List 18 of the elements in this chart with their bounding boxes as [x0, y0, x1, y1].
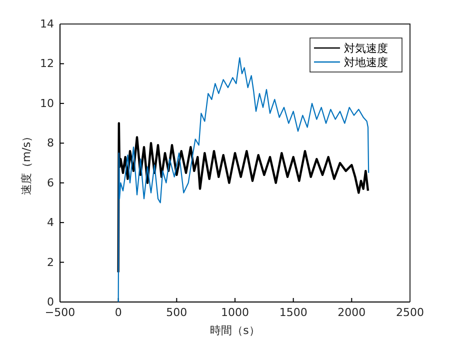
y-tick-label: 14: [40, 18, 54, 31]
y-tick-label: 4: [47, 216, 54, 230]
y-tick-label: 6: [47, 176, 54, 190]
y-tick-label: 10: [40, 96, 54, 110]
line-series: [117, 122, 370, 274]
x-tick-label: 1500: [279, 306, 308, 319]
x-tick-label: 0: [114, 306, 122, 319]
x-axis-title: 時間（s）: [210, 324, 260, 337]
x-tick-label: 500: [166, 306, 188, 319]
y-tick-label: 12: [40, 57, 54, 70]
x-tick-label: 2500: [396, 306, 424, 319]
y-tick-label: 2: [47, 256, 54, 269]
legend-label: 対地速度: [344, 56, 388, 69]
y-tick-label: 8: [47, 136, 54, 150]
x-tick-label: 1000: [221, 306, 249, 319]
legend-label: 対気速度: [344, 42, 388, 55]
x-tick-label: 2000: [338, 306, 366, 319]
y-axis-title: 速度（m/s）: [20, 130, 33, 196]
